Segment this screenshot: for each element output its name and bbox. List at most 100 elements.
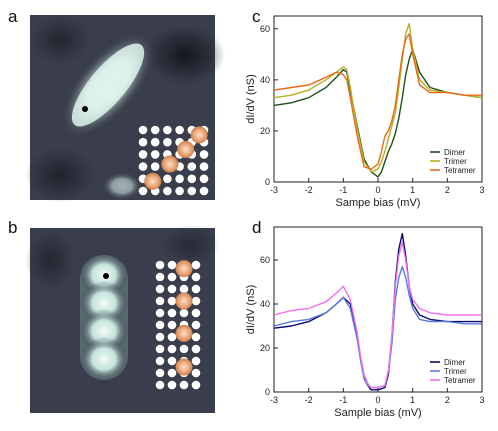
lattice-atom xyxy=(167,332,177,342)
adatom xyxy=(175,324,193,342)
legend-label-tetramer: Tetramer xyxy=(444,166,476,175)
lattice-atom xyxy=(167,284,177,294)
lattice-atom xyxy=(191,260,201,270)
x-tick-label: 3 xyxy=(479,185,484,195)
lattice-atom xyxy=(155,284,165,294)
adatom xyxy=(177,141,195,159)
lattice-atom xyxy=(155,332,165,342)
adatom xyxy=(190,126,208,144)
legend-label-tetramer: Tetramer xyxy=(444,376,476,385)
series-line-dimer xyxy=(273,48,483,178)
lattice-atom xyxy=(155,296,165,306)
lattice-atom xyxy=(167,308,177,318)
atomic-lattice-b xyxy=(155,260,201,390)
lattice-atom xyxy=(150,137,160,147)
lattice-atom xyxy=(155,368,165,378)
x-tick-label: -2 xyxy=(305,395,313,405)
lattice-atom xyxy=(187,162,197,171)
tip-marker-a xyxy=(82,106,88,112)
lattice-atom xyxy=(199,186,209,196)
x-tick-label: 3 xyxy=(479,395,484,405)
x-tick-label: 1 xyxy=(410,395,415,405)
legend-label-trimer: Trimer xyxy=(444,367,467,376)
series-line-tetramer xyxy=(273,33,482,170)
y-tick-label: 40 xyxy=(260,299,270,309)
lattice-atom xyxy=(191,356,201,366)
lattice-atom xyxy=(191,272,201,282)
x-tick-label: 2 xyxy=(445,395,450,405)
lattice-atom xyxy=(155,260,165,270)
stm-image-a xyxy=(25,15,225,203)
y-tick-label: 0 xyxy=(265,387,270,397)
lattice-atom xyxy=(191,332,201,342)
lattice-atom xyxy=(150,162,160,171)
x-tick-label: -2 xyxy=(305,185,313,195)
x-axis-label: Sample bias (mV) xyxy=(334,407,421,419)
lattice-atom xyxy=(138,150,148,159)
adatom xyxy=(161,155,179,173)
lattice-atom xyxy=(155,272,165,282)
lattice-atom xyxy=(191,344,201,354)
lattice-atom xyxy=(191,308,201,318)
lattice-atom xyxy=(138,186,148,196)
lattice-atom xyxy=(191,320,201,330)
adatom xyxy=(175,358,193,376)
adatom xyxy=(175,260,193,278)
lattice-atom xyxy=(175,174,184,184)
x-tick-label: -3 xyxy=(270,395,278,405)
x-tick-label: -3 xyxy=(270,185,278,195)
lattice-atom xyxy=(179,380,189,390)
series-line-trimer xyxy=(273,23,483,173)
y-tick-label: 40 xyxy=(260,75,270,85)
lattice-atom xyxy=(187,186,197,196)
y-tick-label: 60 xyxy=(260,24,270,34)
x-tick-label: 1 xyxy=(410,185,415,195)
chart-c: -3 -2 -1 0 1 2 3 0 20 40 60 Sampe bias (mV) dI/dV (n… xyxy=(245,15,485,209)
stm-image-b xyxy=(25,225,220,413)
x-tick-label: 2 xyxy=(445,185,450,195)
tip-marker-b xyxy=(103,273,109,279)
atomic-lattice-a xyxy=(138,125,209,196)
y-axis-label: dI/dV (nS) xyxy=(245,74,257,124)
lattice-atom xyxy=(187,174,197,184)
x-tick-label: -1 xyxy=(339,185,347,195)
lattice-atom xyxy=(138,125,148,135)
lattice-atom xyxy=(167,356,177,366)
lattice-atom xyxy=(199,162,209,171)
lattice-atom xyxy=(191,368,201,378)
x-axis-label: Sampe bias (mV) xyxy=(336,197,421,209)
lattice-atom xyxy=(199,174,209,184)
y-tick-label: 60 xyxy=(260,255,270,265)
lattice-atom xyxy=(179,308,189,318)
lattice-atom xyxy=(167,368,177,378)
y-tick-label: 20 xyxy=(260,343,270,353)
panel-label-b: b xyxy=(8,218,17,237)
y-axis-label: dI/dV (nS) xyxy=(245,285,257,335)
adatom xyxy=(144,172,162,190)
legend-label-trimer: Trimer xyxy=(444,157,467,166)
lattice-atom xyxy=(155,320,165,330)
lattice-atom xyxy=(163,137,172,147)
lattice-atom xyxy=(167,320,177,330)
lattice-atom xyxy=(138,137,148,147)
lattice-atom xyxy=(175,186,184,196)
lattice-atom xyxy=(191,296,201,306)
lattice-atom xyxy=(155,344,165,354)
legend-label-dimer: Dimer xyxy=(444,358,466,367)
adatom xyxy=(175,292,193,310)
lattice-atom xyxy=(191,380,201,390)
y-tick-label: 0 xyxy=(265,177,270,187)
lattice-atom xyxy=(199,150,209,159)
lattice-atom xyxy=(155,356,165,366)
panel-label-a: a xyxy=(8,7,18,26)
lattice-atom xyxy=(167,344,177,354)
lattice-atom xyxy=(179,344,189,354)
lattice-atom xyxy=(150,150,160,159)
lattice-atom xyxy=(191,284,201,294)
panel-label-c: c xyxy=(252,7,261,26)
panel-label-d: d xyxy=(252,218,261,237)
lattice-atom xyxy=(163,174,172,184)
lattice-atom xyxy=(179,284,189,294)
lattice-atom xyxy=(163,125,172,135)
